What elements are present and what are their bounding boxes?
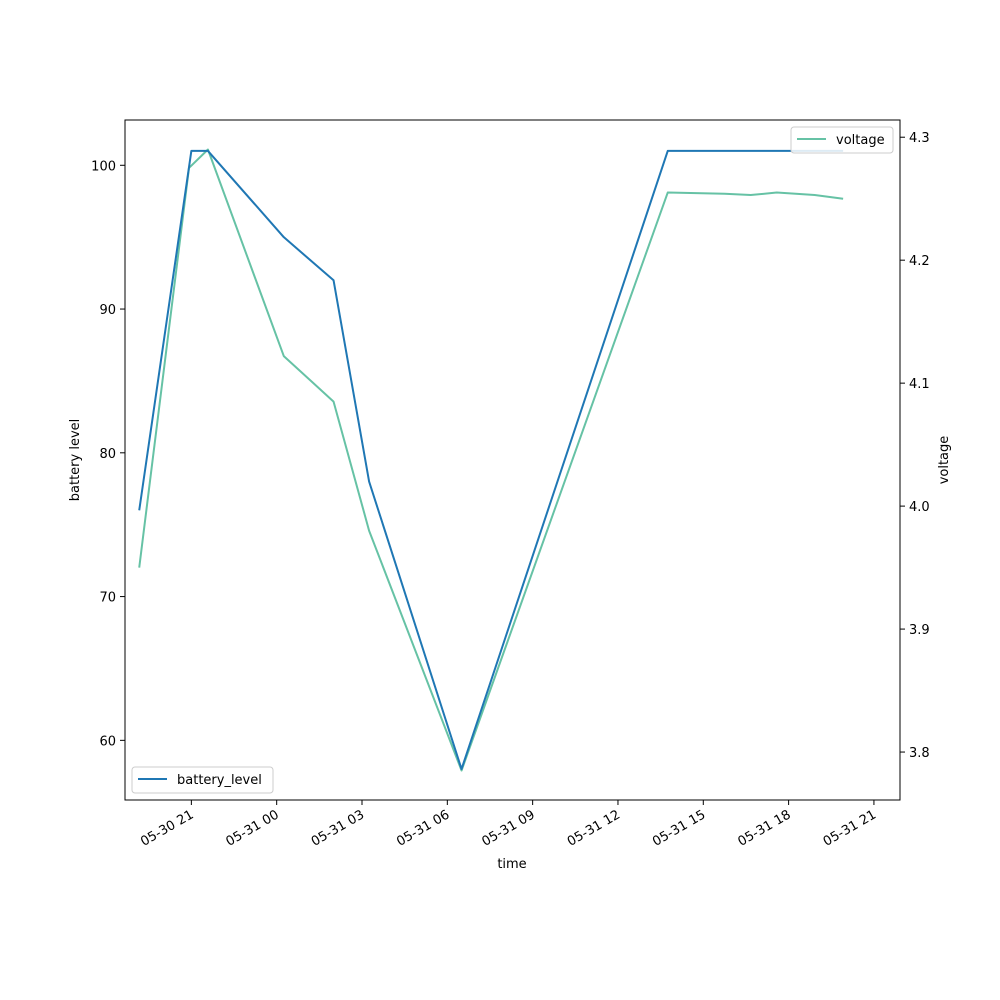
legend-voltage-label: voltage: [836, 133, 885, 148]
right-y-tick-label: 4.2: [909, 254, 930, 269]
right-y-axis-title: voltage: [937, 436, 952, 485]
left-y-axis-title: battery level: [68, 419, 83, 502]
left-y-tick-label: 90: [99, 303, 116, 318]
series-line-battery-level: [138, 149, 844, 771]
series-lines: [138, 148, 844, 772]
right-y-tick-label: 4.3: [909, 131, 930, 146]
left-y-tick-label: 80: [99, 447, 116, 462]
series-line-voltage: [138, 148, 844, 772]
right-y-tick-label: 3.9: [909, 623, 930, 638]
right-y-axis-ticks: 3.8 3.9 4.0 4.1 4.2 4.3: [900, 131, 930, 761]
legend-voltage: voltage: [790, 126, 894, 154]
legend-battery-level: battery_level: [131, 766, 274, 794]
legend-battery-level-label: battery_level: [177, 773, 262, 788]
left-y-tick-label: 70: [99, 591, 116, 606]
left-y-axis-ticks: 60 70 80 90 100: [91, 159, 125, 749]
left-y-tick-label: 60: [99, 734, 116, 749]
right-y-tick-label: 3.8: [909, 746, 930, 761]
right-y-tick-label: 4.0: [909, 500, 930, 515]
plot-frame: [124, 119, 901, 801]
legend-battery-level-box: [131, 766, 274, 794]
legend-voltage-box: [790, 126, 894, 154]
x-axis-title: time: [497, 857, 526, 872]
left-y-tick-label: 100: [91, 159, 116, 174]
right-y-tick-label: 4.1: [909, 377, 930, 392]
